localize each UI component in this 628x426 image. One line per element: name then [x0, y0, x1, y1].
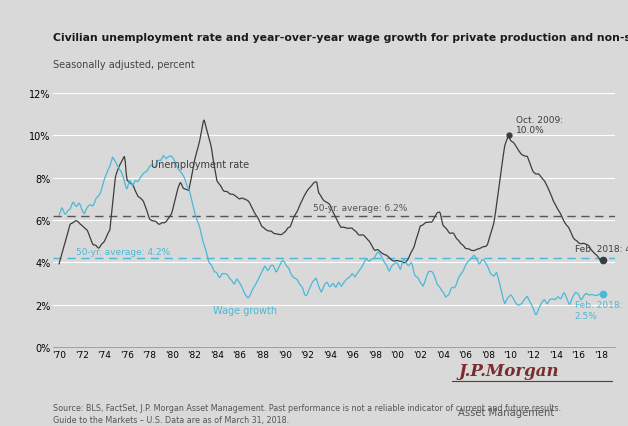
Text: Asset Management: Asset Management	[458, 408, 555, 417]
Text: Source: BLS, FactSet, J.P. Morgan Asset Management. Past performance is not a re: Source: BLS, FactSet, J.P. Morgan Asset …	[53, 403, 561, 424]
Text: Feb. 2018:
2.5%: Feb. 2018: 2.5%	[575, 301, 622, 320]
Text: Civilian unemployment rate and year-over-year wage growth for private production: Civilian unemployment rate and year-over…	[53, 33, 628, 43]
Text: Wage growth: Wage growth	[213, 305, 278, 315]
Text: Oct. 2009:
10.0%: Oct. 2009: 10.0%	[516, 115, 563, 135]
Text: Unemployment rate: Unemployment rate	[151, 160, 249, 170]
Text: J.P.Morgan: J.P.Morgan	[458, 362, 559, 379]
Text: Seasonally adjusted, percent: Seasonally adjusted, percent	[53, 60, 195, 70]
Text: Feb. 2018: 4.1%: Feb. 2018: 4.1%	[575, 244, 628, 253]
Text: 50-yr. average: 6.2%: 50-yr. average: 6.2%	[313, 204, 408, 213]
Text: 50-yr. average: 4.2%: 50-yr. average: 4.2%	[76, 247, 170, 256]
